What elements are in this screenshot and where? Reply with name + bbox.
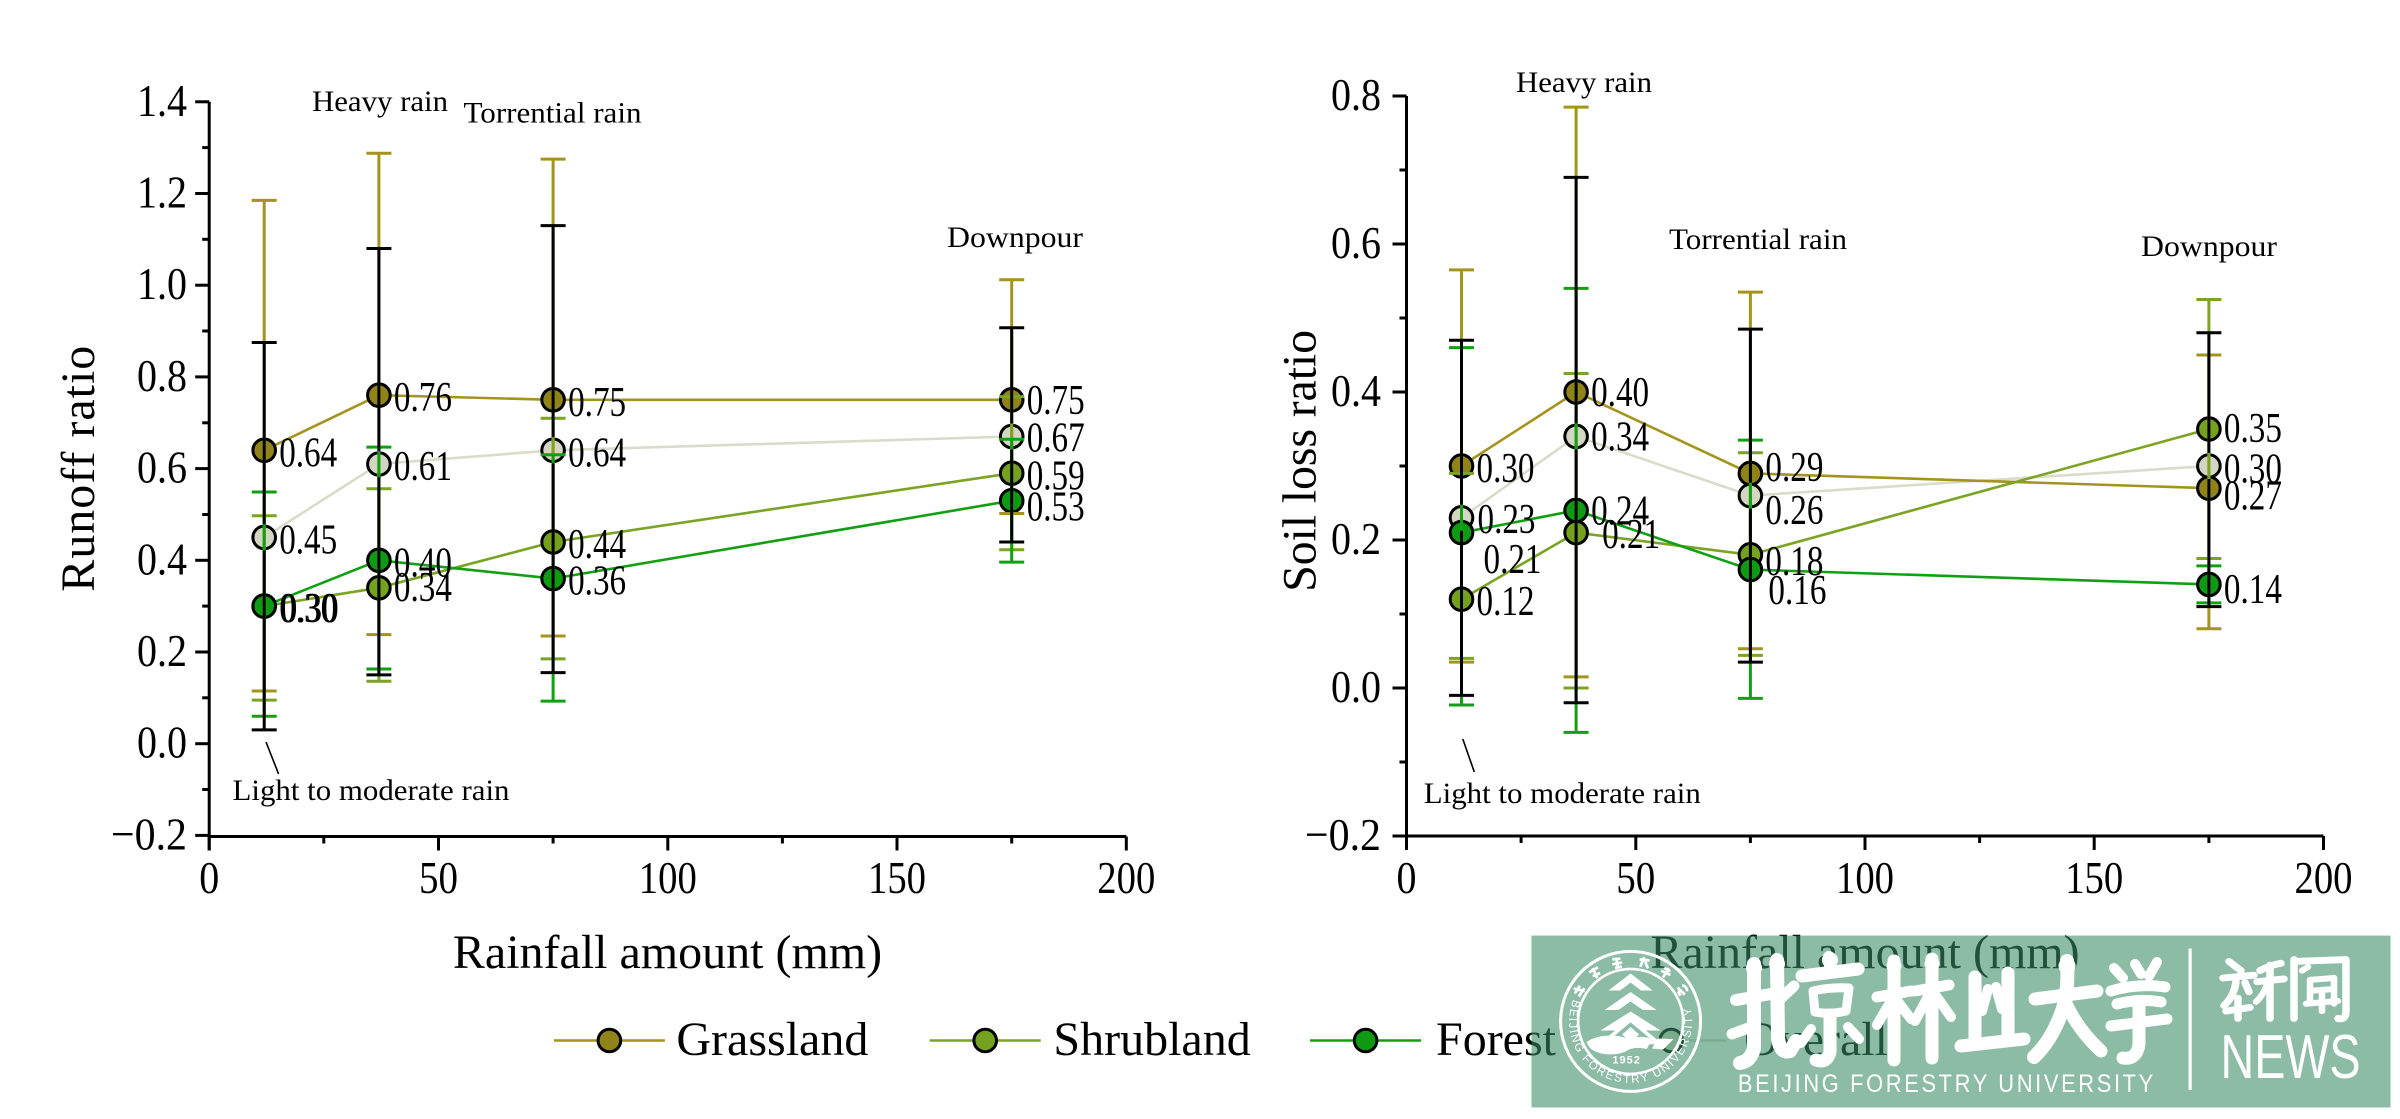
svg-text:0.53: 0.53 xyxy=(1027,484,1085,530)
svg-text:Rainfall amount (mm): Rainfall amount (mm) xyxy=(453,926,882,979)
svg-text:1.2: 1.2 xyxy=(137,167,187,218)
svg-text:0.64: 0.64 xyxy=(568,430,626,476)
svg-text:0: 0 xyxy=(199,852,219,903)
svg-text:Light to moderate rain: Light to moderate rain xyxy=(1424,777,1701,810)
svg-text:0.6: 0.6 xyxy=(137,442,187,493)
svg-text:50: 50 xyxy=(1616,852,1655,903)
svg-text:Grassland: Grassland xyxy=(676,1013,868,1066)
svg-text:Downpour: Downpour xyxy=(2141,230,2277,263)
svg-text:0.23: 0.23 xyxy=(1478,497,1536,543)
svg-text:0.4: 0.4 xyxy=(1331,365,1381,416)
svg-text:0.30: 0.30 xyxy=(281,586,339,632)
svg-text:150: 150 xyxy=(868,852,926,903)
svg-text:Torrential rain: Torrential rain xyxy=(464,97,642,130)
svg-text:0.59: 0.59 xyxy=(1027,454,1085,500)
svg-text:0.2: 0.2 xyxy=(1331,513,1381,564)
svg-text:BEIJING FORESTRY UNIVERSITY: BEIJING FORESTRY UNIVERSITY xyxy=(1738,1070,2156,1098)
svg-text:Downpour: Downpour xyxy=(947,221,1083,254)
svg-text:0.64: 0.64 xyxy=(279,430,337,476)
svg-text:0.14: 0.14 xyxy=(2224,567,2282,613)
svg-text:50: 50 xyxy=(419,852,458,903)
svg-text:0.18: 0.18 xyxy=(1765,539,1823,585)
svg-text:0.0: 0.0 xyxy=(137,717,187,768)
svg-text:0.6: 0.6 xyxy=(1331,217,1381,268)
svg-text:100: 100 xyxy=(639,852,697,903)
svg-text:0.21: 0.21 xyxy=(1602,512,1660,558)
svg-text:Soil loss ratio: Soil loss ratio xyxy=(1274,330,1327,592)
svg-text:1952: 1952 xyxy=(1612,1055,1640,1067)
svg-text:Heavy rain: Heavy rain xyxy=(1516,66,1652,99)
svg-text:0.21: 0.21 xyxy=(1484,537,1542,583)
svg-text:150: 150 xyxy=(2065,852,2123,903)
svg-text:0.45: 0.45 xyxy=(279,517,337,563)
svg-text:0.16: 0.16 xyxy=(1768,568,1826,614)
svg-text:Runoff ratio: Runoff ratio xyxy=(52,346,105,592)
svg-text:0.44: 0.44 xyxy=(568,522,626,568)
svg-text:0.76: 0.76 xyxy=(394,375,452,421)
svg-text:0.61: 0.61 xyxy=(394,444,452,490)
svg-text:Heavy rain: Heavy rain xyxy=(312,85,448,118)
svg-text:100: 100 xyxy=(1836,852,1894,903)
svg-text:0.40: 0.40 xyxy=(394,540,452,586)
svg-text:NEWS: NEWS xyxy=(2221,1023,2361,1092)
svg-text:0.34: 0.34 xyxy=(394,565,452,611)
svg-text:0.30: 0.30 xyxy=(1477,446,1535,492)
svg-text:0.36: 0.36 xyxy=(568,559,626,605)
svg-text:0.29: 0.29 xyxy=(1765,445,1823,491)
svg-text:Shrubland: Shrubland xyxy=(1053,1013,1250,1066)
svg-text:0.2: 0.2 xyxy=(137,625,187,676)
svg-text:0.40: 0.40 xyxy=(1591,370,1649,416)
svg-text:0: 0 xyxy=(1397,852,1417,903)
svg-text:0.35: 0.35 xyxy=(2224,406,2282,452)
svg-text:0.75: 0.75 xyxy=(1027,378,1085,424)
svg-text:−0.2: −0.2 xyxy=(1305,809,1381,860)
svg-text:Torrential rain: Torrential rain xyxy=(1669,223,1847,256)
svg-text:200: 200 xyxy=(2295,852,2353,903)
svg-text:1.4: 1.4 xyxy=(137,75,187,126)
svg-text:0.8: 0.8 xyxy=(137,350,187,401)
svg-text:0.30: 0.30 xyxy=(279,586,337,632)
svg-text:0.67: 0.67 xyxy=(1027,416,1085,462)
svg-text:0.0: 0.0 xyxy=(1331,661,1381,712)
svg-text:0.34: 0.34 xyxy=(1591,414,1649,460)
svg-text:0.8: 0.8 xyxy=(1331,69,1381,120)
svg-text:0.12: 0.12 xyxy=(1477,579,1535,625)
svg-text:Light to moderate rain: Light to moderate rain xyxy=(233,774,510,807)
svg-text:0.30: 0.30 xyxy=(2224,447,2282,493)
svg-text:1.0: 1.0 xyxy=(137,258,187,309)
svg-text:0.26: 0.26 xyxy=(1765,488,1823,534)
svg-text:−0.2: −0.2 xyxy=(111,808,187,859)
svg-text:0.27: 0.27 xyxy=(2224,474,2282,520)
svg-text:0.24: 0.24 xyxy=(1591,488,1649,534)
svg-text:0.4: 0.4 xyxy=(137,533,187,584)
svg-text:200: 200 xyxy=(1097,852,1155,903)
svg-text:0.75: 0.75 xyxy=(568,380,626,426)
